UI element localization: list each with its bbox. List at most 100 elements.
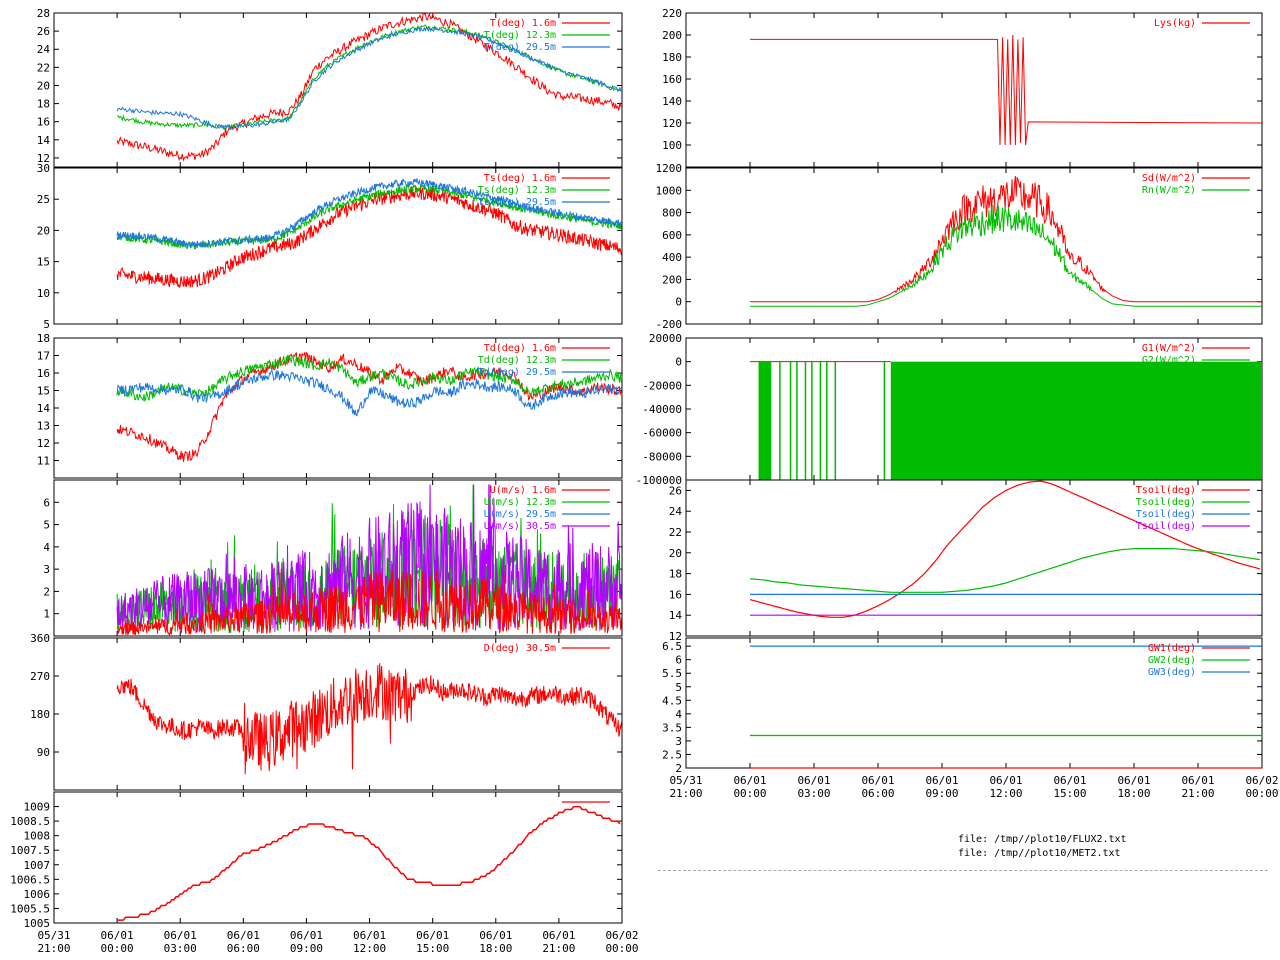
tick-label: 06/01 (989, 774, 1022, 787)
temp-series (116, 11, 622, 162)
tick-label: 16 (37, 116, 50, 129)
tick-label: -200 (656, 318, 683, 331)
lys-panel (685, 12, 1263, 168)
tick-label: 16 (669, 588, 682, 601)
tick-label: 5.5 (662, 667, 682, 680)
tsonic-series (116, 183, 622, 250)
tsoil-series (749, 548, 1260, 593)
winddir-series (116, 663, 622, 775)
tick-label: 18 (37, 332, 50, 345)
tick-label: 06/01 (416, 929, 449, 942)
file-line-2: file: /tmp//plot10/MET2.txt (958, 848, 1121, 859)
tick-label: 24 (37, 43, 51, 56)
tick-label: 06/01 (861, 774, 894, 787)
legend-label: Td(deg) 12.3m (478, 355, 556, 366)
tick-label: 1008 (24, 830, 51, 843)
tick-label: 17 (37, 350, 50, 363)
tick-label: 3 (675, 735, 682, 748)
tick-label: 00:00 (733, 787, 766, 800)
tick-label: 06/01 (797, 774, 830, 787)
tick-label: 3.5 (662, 721, 682, 734)
tick-label: -60000 (642, 427, 682, 440)
tick-label: 1200 (656, 162, 683, 175)
tick-label: 06:00 (227, 942, 260, 955)
tick-label: 12 (37, 437, 50, 450)
tick-label: 1005.5 (10, 902, 50, 915)
tick-label: 180 (662, 51, 682, 64)
tick-label: 26 (669, 484, 682, 497)
tick-label: 09:00 (925, 787, 958, 800)
tick-label: 00:00 (101, 942, 134, 955)
legend-label: GW1(deg) (1148, 643, 1196, 654)
tick-label: 1008.5 (10, 815, 50, 828)
tsonic-panel (53, 167, 623, 325)
tick-label: 1 (43, 608, 50, 621)
tick-label: 120 (662, 117, 682, 130)
lys-series (750, 34, 1263, 146)
tick-label: -100000 (636, 474, 682, 487)
tick-label: 2 (43, 585, 50, 598)
tsonic-series (116, 184, 622, 289)
tick-label: 22 (37, 61, 50, 74)
tick-label: -20000 (642, 379, 682, 392)
divider-line (658, 870, 1268, 871)
dewpoint-series (116, 354, 623, 402)
tick-label: 06:00 (861, 787, 894, 800)
tick-label: 2 (675, 762, 682, 775)
dewpoint-series (116, 351, 623, 463)
tick-label: 18:00 (479, 942, 512, 955)
legend-label: T(deg) 29.5m (484, 42, 556, 53)
dewpoint-series (116, 369, 623, 417)
tick-label: 06/01 (925, 774, 958, 787)
tick-label: 06/01 (227, 929, 260, 942)
tick-label: 0 (675, 356, 682, 369)
tick-label: 14 (669, 609, 683, 622)
tick-label: 15:00 (416, 942, 449, 955)
tick-label: 0 (675, 296, 682, 309)
tick-label: 360 (30, 632, 50, 645)
tsoil-series (749, 480, 1261, 618)
tick-label: 4 (675, 708, 682, 721)
tick-label: 06/01 (1181, 774, 1214, 787)
tick-label: 12:00 (989, 787, 1022, 800)
tick-label: 28 (37, 7, 50, 20)
tick-label: 20 (37, 224, 50, 237)
file-info: file: /tmp//plot10/FLUX2.txt file: /tmp/… (958, 833, 1127, 861)
tick-label: 21:00 (1181, 787, 1214, 800)
tick-label: 12 (669, 630, 682, 643)
tick-label: 16 (37, 367, 50, 380)
wind-series (116, 568, 622, 637)
tick-label: 100 (662, 139, 682, 152)
tick-label: 06/01 (1053, 774, 1086, 787)
tick-label: 06/01 (101, 929, 134, 942)
tick-label: 600 (662, 229, 682, 242)
tick-label: 400 (662, 251, 682, 264)
tick-label: 1007 (24, 859, 51, 872)
tick-label: 5 (43, 519, 50, 532)
tsonic-series (116, 177, 622, 249)
tick-label: 18 (37, 98, 50, 111)
temp-series (116, 26, 622, 131)
radiation-panel (685, 167, 1263, 325)
tick-label: 12 (37, 152, 50, 165)
tick-label: 09:00 (290, 942, 323, 955)
tick-label: 6.5 (662, 640, 682, 653)
tick-label: 24 (669, 505, 683, 518)
tick-label: 06/01 (479, 929, 512, 942)
tick-label: 03:00 (164, 942, 197, 955)
tick-label: 06/01 (733, 774, 766, 787)
wind-panel (53, 479, 623, 637)
tick-label: 25 (37, 193, 50, 206)
tick-label: -80000 (642, 450, 682, 463)
tick-label: 06/01 (353, 929, 386, 942)
legend-label: Tsoil(deg) (1136, 521, 1196, 532)
tick-label: 15:00 (1053, 787, 1086, 800)
tick-label: 14 (37, 402, 51, 415)
tick-label: 22 (669, 526, 682, 539)
legend-label: Sd(W/m^2) (1142, 173, 1196, 184)
legend-label: T(deg) 1.6m (490, 18, 556, 29)
tick-label: -40000 (642, 403, 682, 416)
legend-label: Ts(deg) 1.6m (484, 173, 556, 184)
tick-label: 21:00 (669, 787, 702, 800)
